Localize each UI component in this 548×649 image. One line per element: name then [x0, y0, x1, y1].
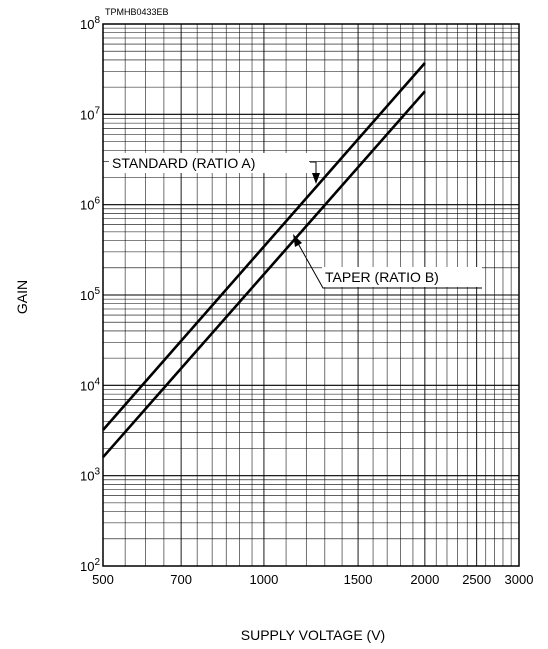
- major-grid: [102, 24, 520, 567]
- taper-label-bg: [322, 267, 482, 287]
- x-tick-label: 2000: [410, 572, 439, 587]
- y-tick-label: 104: [80, 376, 100, 393]
- y-tick-exponent: 4: [94, 376, 100, 387]
- plot-frame: [102, 23, 520, 567]
- y-tick-base: 10: [80, 288, 94, 303]
- standard-series-label: STANDARD (RATIO A): [112, 155, 255, 171]
- x-tick-labels: 500 700 1000 1500 2000 2500 3000: [92, 572, 533, 587]
- taper-leader-line: [294, 237, 482, 289]
- x-tick-label: 2500: [462, 572, 491, 587]
- y-tick-label: 107: [80, 105, 100, 122]
- y-tick-label: 106: [80, 196, 100, 213]
- y-tick-base: 10: [80, 198, 94, 213]
- y-tick-exponent: 8: [94, 15, 100, 26]
- x-tick-label: 1000: [249, 572, 278, 587]
- y-tick-base: 10: [80, 17, 94, 32]
- taper-ratio-b-line: [102, 90, 426, 459]
- x-tick-label: 500: [92, 572, 114, 587]
- y-tick-label: 108: [80, 15, 100, 32]
- y-tick-exponent: 5: [94, 286, 100, 297]
- y-tick-label: 103: [80, 467, 100, 484]
- standard-label-bg: [109, 153, 309, 173]
- series-layer: [102, 62, 426, 459]
- y-tick-label: 102: [80, 557, 100, 574]
- y-tick-base: 10: [80, 378, 94, 393]
- y-tick-base: 10: [80, 559, 94, 574]
- standard-ratio-a-line: [102, 62, 426, 431]
- x-tick-label: 1500: [344, 572, 373, 587]
- taper-series-label: TAPER (RATIO B): [325, 269, 439, 285]
- y-tick-exponent: 7: [94, 105, 100, 116]
- y-tick-exponent: 2: [94, 557, 100, 568]
- x-axis-label: SUPPLY VOLTAGE (V): [241, 627, 385, 643]
- standard-arrow-icon: [312, 173, 320, 184]
- y-tick-exponent: 6: [94, 196, 100, 207]
- y-tick-base: 10: [80, 107, 94, 122]
- taper-arrow-icon: [293, 234, 302, 247]
- x-tick-label: 3000: [505, 572, 534, 587]
- figure-code: TPMHB0433EB: [105, 7, 169, 17]
- y-tick-label: 105: [80, 286, 100, 303]
- y-tick-base: 10: [80, 469, 94, 484]
- y-tick-exponent: 3: [94, 467, 100, 478]
- y-axis-label: GAIN: [14, 280, 30, 314]
- x-tick-label: 700: [170, 572, 192, 587]
